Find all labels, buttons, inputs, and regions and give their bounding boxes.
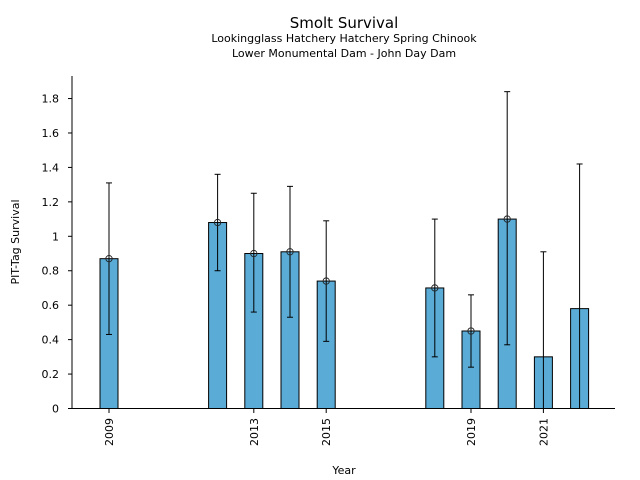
x-tick-label: 2009 xyxy=(103,418,116,446)
point-marker-2015 xyxy=(322,277,330,285)
point-marker-2019 xyxy=(467,327,475,335)
y-tick-label: 0.6 xyxy=(42,299,60,312)
point-marker-2020 xyxy=(503,215,511,223)
x-ticks: 2009 2013 2015 2019 2021 xyxy=(103,408,550,446)
x-tick-label: 2019 xyxy=(465,418,478,446)
x-tick-label: 2013 xyxy=(248,418,261,446)
y-ticks: 0 0.2 0.4 0.6 0.8 1 1.2 1.4 1.6 1.8 xyxy=(42,93,72,416)
point-marker-2014 xyxy=(286,248,294,256)
point-marker-2018 xyxy=(431,284,439,292)
y-tick-label: 0.8 xyxy=(42,265,60,278)
y-tick-label: 1.4 xyxy=(42,161,60,174)
x-tick-label: 2021 xyxy=(537,418,550,446)
chart-title: Smolt Survival xyxy=(290,14,399,32)
y-tick-label: 0.2 xyxy=(42,368,60,381)
y-tick-label: 0.4 xyxy=(42,334,60,347)
x-tick-label: 2015 xyxy=(320,418,333,446)
y-tick-label: 1.6 xyxy=(42,127,60,140)
chart-subtitle-line-1: Lookingglass Hatchery Hatchery Spring Ch… xyxy=(211,32,477,45)
point-marker-2013 xyxy=(250,249,258,258)
x-axis-label: Year xyxy=(331,464,356,477)
point-marker-2012 xyxy=(213,218,222,227)
y-tick-label: 0 xyxy=(52,403,59,416)
y-axis-label: PIT-Tag Survival xyxy=(9,199,22,284)
point-marker-2009 xyxy=(105,255,113,263)
y-tick-label: 1.8 xyxy=(42,93,60,106)
error-bars-layer xyxy=(105,91,583,409)
y-tick-label: 1.2 xyxy=(42,196,60,209)
y-tick-label: 1 xyxy=(52,230,59,243)
chart-subtitle-line-2: Lower Monumental Dam - John Day Dam xyxy=(232,47,456,60)
bars-layer xyxy=(99,218,590,410)
